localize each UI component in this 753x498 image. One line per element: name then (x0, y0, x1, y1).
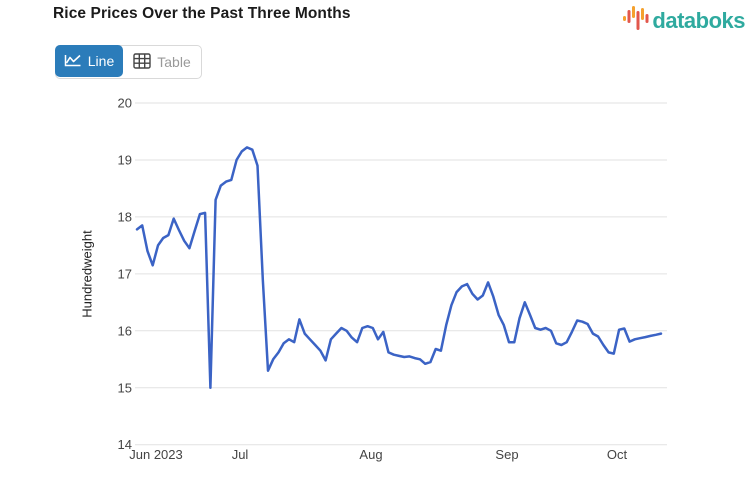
y-tick-label: 20 (118, 96, 132, 111)
x-tick-label: Sep (495, 447, 518, 462)
line-button-label: Line (87, 53, 115, 69)
y-tick-label: 17 (118, 266, 132, 281)
y-tick-label: 18 (118, 209, 132, 224)
line-view-button[interactable]: Line (55, 45, 123, 77)
table-button-label: Table (157, 54, 191, 70)
y-tick-label: 14 (118, 437, 132, 452)
table-grid-icon (133, 52, 151, 72)
y-tick-label: 16 (118, 323, 132, 338)
line-chart-icon (64, 52, 82, 71)
x-tick-label: Jul (232, 447, 249, 462)
y-tick-label: 19 (118, 152, 132, 167)
databoks-bars-icon (623, 4, 649, 37)
x-tick-label: Jun 2023 (129, 447, 183, 462)
view-toggle: Line Table (55, 45, 202, 79)
x-tick-label: Oct (607, 447, 628, 462)
table-view-button[interactable]: Table (123, 46, 201, 78)
y-tick-label: 15 (118, 380, 132, 395)
x-tick-label: Aug (359, 447, 382, 462)
databoks-logo-text: databoks (652, 7, 745, 33)
databoks-logo: databoks (623, 4, 745, 37)
page-title: Rice Prices Over the Past Three Months (53, 5, 351, 22)
price-line-series (135, 146, 663, 390)
